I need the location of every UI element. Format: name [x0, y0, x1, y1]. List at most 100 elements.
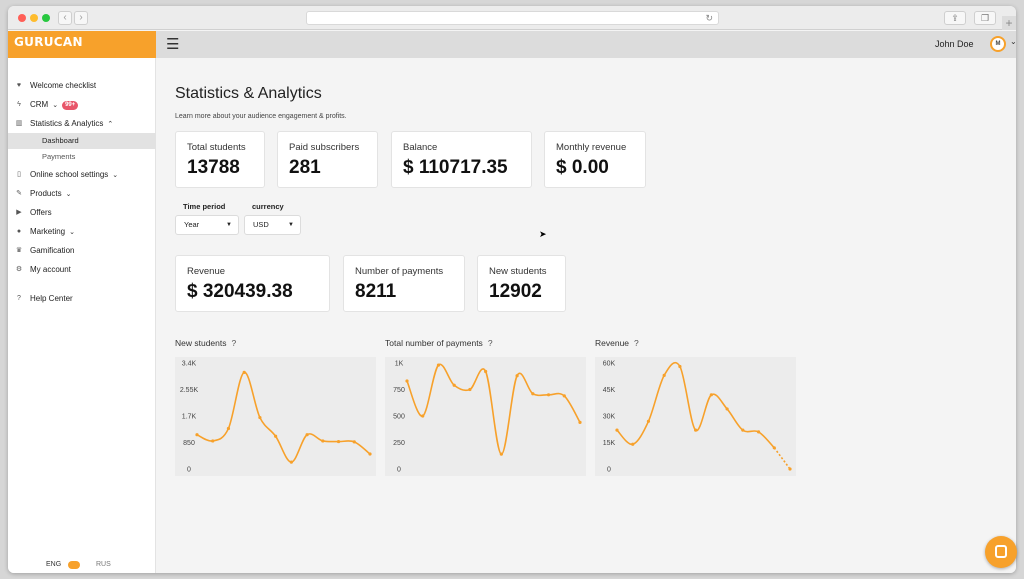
share-icon[interactable]: ⇪ [944, 11, 966, 25]
currency-select[interactable]: USD ▼ [244, 215, 301, 235]
reload-icon[interactable]: ↻ [705, 13, 713, 23]
data-point[interactable] [546, 393, 551, 397]
sidebar-item-marketing[interactable]: ● Marketing ⌄ [8, 223, 156, 241]
data-point[interactable] [436, 363, 441, 367]
data-point[interactable] [694, 428, 698, 432]
data-point[interactable] [258, 415, 262, 420]
data-point[interactable] [646, 419, 651, 423]
data-point[interactable] [615, 428, 619, 432]
data-point[interactable] [531, 392, 535, 396]
sidebar-item-my-account[interactable]: ⚙ My account [8, 261, 156, 279]
gear-icon: ⚙ [15, 266, 23, 273]
sidebar-item-welcome-checklist[interactable]: ♥ Welcome checklist [8, 77, 156, 95]
data-point[interactable] [772, 446, 776, 450]
sidebar-item-offers[interactable]: ▶ Offers [8, 204, 156, 222]
chat-icon [995, 545, 1007, 558]
close-window-icon[interactable] [18, 14, 26, 22]
data-point[interactable] [515, 374, 519, 378]
y-tick-label: 0 [187, 467, 191, 474]
data-point[interactable] [631, 442, 635, 446]
help-icon[interactable]: ? [231, 338, 237, 348]
data-point[interactable] [305, 433, 309, 437]
y-tick-label: 850 [183, 440, 195, 447]
language-eng[interactable]: ENG [46, 561, 62, 568]
help-icon[interactable]: ? [487, 338, 493, 348]
data-point[interactable] [321, 439, 325, 443]
chevron-down-icon: ⌄ [65, 191, 72, 198]
minimize-window-icon[interactable] [30, 14, 38, 22]
data-point[interactable] [274, 434, 278, 438]
help-icon[interactable]: ? [634, 338, 639, 348]
data-point[interactable] [499, 452, 503, 456]
play-icon: ▶ [16, 209, 22, 216]
data-point[interactable] [756, 430, 761, 434]
sidebar-item-crm[interactable]: ϟ CRM ⌄ 99+ [8, 96, 156, 114]
mouse-cursor-icon: ➤ [539, 229, 547, 239]
sidebar-subitem-label: Dashboard [42, 136, 79, 145]
y-tick-label: 30K [603, 414, 616, 421]
data-point[interactable] [211, 439, 215, 443]
time-period-select[interactable]: Year ▼ [175, 215, 239, 235]
y-tick-label: 750 [393, 387, 405, 394]
balance-card: Balance $ 110717.35 [391, 131, 532, 188]
sidebar-item-online-school-settings[interactable]: ▯ Online school settings ⌄ [8, 166, 156, 184]
revenue-card: Revenue $ 320439.38 [175, 255, 330, 312]
data-point[interactable] [352, 440, 356, 444]
sidebar-item-label: CRM [30, 100, 49, 109]
page-subtitle: Learn more about your audience engagemen… [175, 113, 347, 120]
browser-window: ‹ › ↻ ⇪ ❐ + GURUCAN ☰ John Doe M ⌄ ♥ Wel… [8, 6, 1016, 573]
new-tab-icon[interactable]: + [1002, 16, 1016, 30]
chart-title-text: New students [175, 338, 227, 348]
data-point[interactable] [788, 467, 792, 471]
data-point[interactable] [242, 370, 246, 374]
sidebar-subitem-dashboard[interactable]: Dashboard [8, 133, 156, 149]
sidebar-item-help-center[interactable]: ? Help Center [8, 290, 156, 308]
chevron-down-icon[interactable]: ⌄ [1010, 37, 1016, 46]
sidebar-item-label: Products [30, 189, 62, 198]
data-point[interactable] [725, 407, 729, 411]
data-point[interactable] [678, 364, 682, 369]
currency-label: currency [252, 202, 284, 211]
data-point[interactable] [484, 369, 488, 374]
sidebar-item-products[interactable]: ✎ Products ⌄ [8, 185, 156, 203]
sidebar-item-gamification[interactable]: ♛ Gamification [8, 242, 156, 260]
data-point[interactable] [709, 393, 713, 397]
user-name[interactable]: John Doe [935, 39, 974, 49]
sidebar-subitem-label: Payments [42, 152, 76, 161]
card-value: 281 [289, 157, 321, 178]
data-point[interactable] [195, 433, 199, 437]
sidebar-subitem-payments[interactable]: Payments [8, 149, 156, 165]
number-of-payments-card: Number of payments 8211 [343, 255, 465, 312]
hamburger-menu-icon[interactable]: ☰ [166, 36, 180, 53]
card-label: Monthly revenue [556, 142, 627, 153]
app-logo[interactable]: GURUCAN [8, 31, 156, 58]
maximize-window-icon[interactable] [42, 14, 50, 22]
data-point[interactable] [662, 373, 666, 377]
data-point[interactable] [421, 414, 425, 418]
data-point[interactable] [226, 426, 231, 431]
language-rus[interactable]: RUS [96, 561, 111, 568]
data-point[interactable] [368, 452, 372, 456]
forward-arrow-icon[interactable]: › [74, 11, 88, 25]
data-point[interactable] [405, 379, 409, 383]
revenue-chart: 60K 45K 30K 15K 0 [595, 357, 796, 476]
data-point[interactable] [452, 383, 456, 387]
chat-widget-button[interactable] [985, 536, 1017, 568]
avatar[interactable]: M [990, 36, 1006, 52]
data-point[interactable] [578, 420, 582, 424]
card-label: New students [489, 266, 547, 277]
data-point[interactable] [741, 428, 745, 432]
language-toggle[interactable] [68, 561, 80, 569]
sidebar-item-statistics[interactable]: ▥ Statistics & Analytics ⌃ [8, 115, 156, 133]
data-point[interactable] [562, 394, 566, 398]
address-bar[interactable]: ↻ [306, 11, 719, 25]
tabs-icon[interactable]: ❐ [974, 11, 996, 25]
notification-badge: 99+ [62, 101, 79, 110]
data-point[interactable] [336, 439, 341, 444]
y-tick-label: 2.55K [180, 387, 199, 394]
data-point[interactable] [289, 460, 293, 464]
card-value: $ 320439.38 [187, 281, 293, 302]
data-point[interactable] [468, 387, 472, 392]
chart-background [385, 357, 586, 476]
back-arrow-icon[interactable]: ‹ [58, 11, 72, 25]
